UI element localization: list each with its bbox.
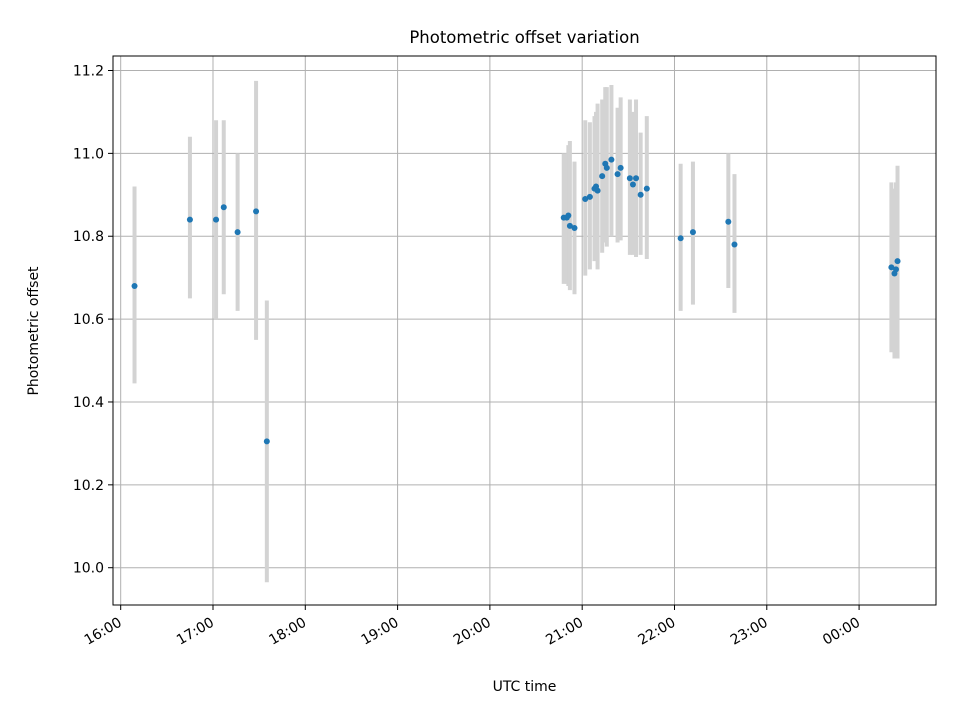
data-point (677, 235, 684, 242)
y-axis-ticks: 10.0 10.2 10.4 10.6 10.8 11.0 11.2 (73, 64, 113, 577)
data-point (566, 222, 573, 229)
data-point (689, 229, 696, 236)
data-point (586, 193, 593, 200)
y-tick-label: 11.2 (73, 64, 104, 80)
data-points (131, 156, 901, 445)
data-point (131, 282, 138, 289)
data-point (614, 171, 621, 178)
data-point (253, 208, 260, 215)
grid-lines (113, 56, 936, 605)
y-tick-label: 11.0 (73, 146, 104, 162)
data-point (263, 438, 270, 445)
data-point (213, 216, 220, 223)
data-point (626, 175, 633, 182)
data-point (234, 229, 241, 236)
data-point (643, 185, 650, 192)
data-point (629, 181, 636, 188)
y-tick-label: 10.0 (73, 561, 104, 577)
y-tick-label: 10.4 (73, 395, 104, 411)
data-point (571, 224, 578, 231)
data-point (608, 156, 615, 163)
x-axis-label: UTC time (493, 679, 557, 695)
y-tick-label: 10.6 (73, 312, 104, 328)
data-point (617, 164, 624, 171)
y-tick-label: 10.2 (73, 478, 104, 494)
data-point (894, 258, 901, 265)
y-axis-label: Photometric offset (26, 266, 42, 396)
data-point (725, 218, 732, 225)
data-point (565, 212, 572, 219)
data-point (888, 264, 895, 271)
data-point (603, 164, 610, 171)
data-point (731, 241, 738, 248)
data-point (594, 187, 601, 194)
data-point (893, 266, 900, 273)
data-point (582, 195, 589, 202)
data-point (633, 175, 640, 182)
plot-frame (112, 55, 937, 606)
y-tick-label: 10.8 (73, 229, 104, 245)
data-point (637, 191, 644, 198)
data-point (220, 204, 227, 211)
data-point (599, 173, 606, 180)
chart-title: Photometric offset variation (409, 28, 639, 47)
data-point (186, 216, 193, 223)
